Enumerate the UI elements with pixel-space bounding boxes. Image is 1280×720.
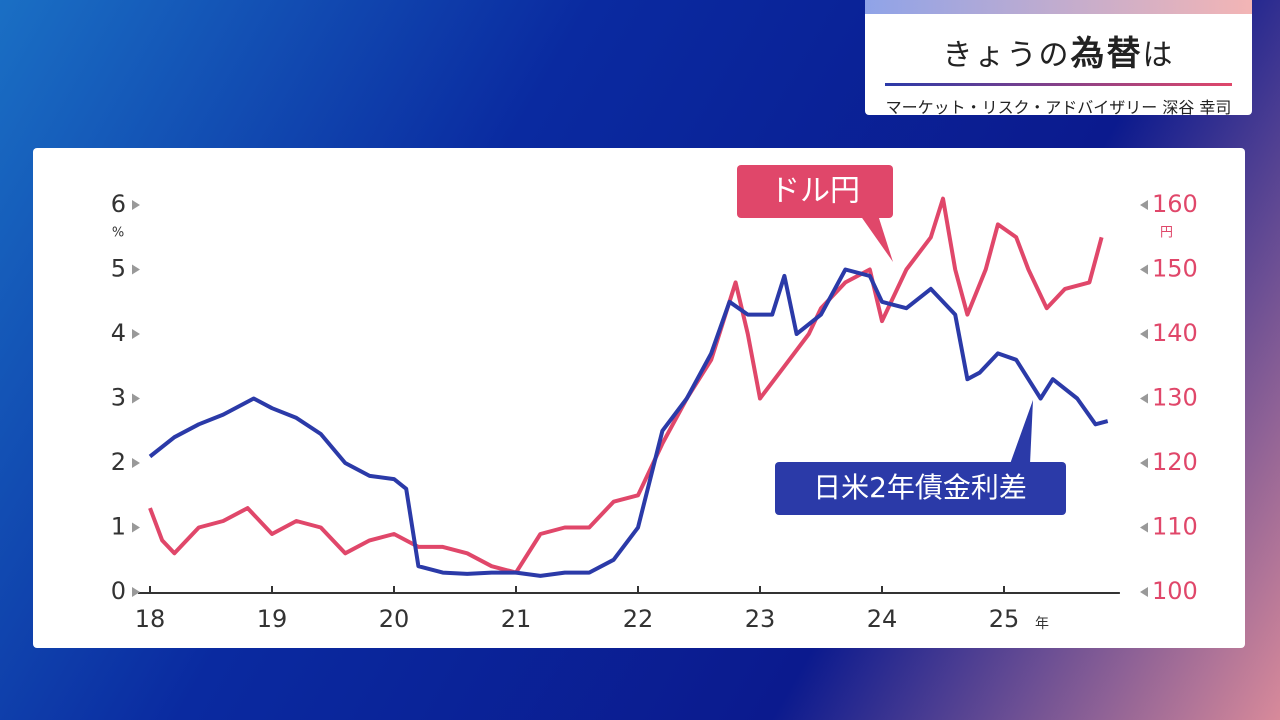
y-tick bbox=[132, 200, 140, 210]
x-tick-label: 24 bbox=[867, 605, 898, 633]
y-tick-label: 1 bbox=[111, 513, 126, 541]
y-tick bbox=[132, 522, 140, 533]
y-unit: % bbox=[112, 226, 124, 241]
y2-tick bbox=[1140, 522, 1148, 533]
x-tick-label: 18 bbox=[135, 605, 166, 633]
x-tick-label: 19 bbox=[257, 605, 288, 633]
y-tick-label: 3 bbox=[111, 384, 126, 412]
y-tick-label: 0 bbox=[111, 577, 126, 605]
legend-box bbox=[737, 165, 893, 218]
header-bar bbox=[865, 0, 1252, 14]
y2-tick bbox=[1140, 329, 1148, 339]
y-tick-label: 5 bbox=[111, 255, 126, 283]
y2-tick-label: 150 bbox=[1152, 255, 1198, 283]
legend-box bbox=[775, 462, 1066, 515]
y2-tick bbox=[1140, 200, 1148, 210]
y2-unit: 円 bbox=[1160, 226, 1173, 241]
y2-tick-label: 140 bbox=[1152, 319, 1198, 347]
series-line bbox=[148, 196, 1104, 575]
y2-tick-label: 160 bbox=[1152, 190, 1198, 218]
title-part: は bbox=[1142, 38, 1175, 73]
y-tick bbox=[132, 458, 140, 468]
y2-tick-label: 100 bbox=[1152, 577, 1198, 605]
x-tick-label: 20 bbox=[379, 605, 410, 633]
y-tick-label: 4 bbox=[111, 319, 126, 347]
title-part: 為替 bbox=[1070, 34, 1143, 74]
y2-tick bbox=[1140, 587, 1148, 597]
y-tick bbox=[132, 264, 140, 275]
series-line bbox=[148, 267, 1109, 578]
header-subtitle: マーケット・リスク・アドバイザリー 深谷 幸司 bbox=[885, 98, 1232, 117]
y-tick bbox=[132, 393, 140, 404]
x-unit: 年 bbox=[1035, 616, 1049, 632]
y-tick-label: 2 bbox=[111, 448, 126, 476]
x-tick-label: 22 bbox=[623, 605, 654, 633]
x-tick-label: 21 bbox=[501, 605, 532, 633]
callout-pointer bbox=[860, 215, 893, 262]
y-tick bbox=[132, 329, 140, 339]
y-tick bbox=[132, 587, 140, 597]
header: きょうの為替は マーケット・リスク・アドバイザリー 深谷 幸司 bbox=[865, 0, 1252, 117]
y2-tick-label: 110 bbox=[1152, 513, 1198, 541]
legend-label: 日米2年債金利差 bbox=[813, 471, 1027, 504]
header-title: きょうの為替は bbox=[865, 26, 1252, 75]
callout-pointer bbox=[1010, 400, 1033, 464]
header-rule bbox=[885, 83, 1232, 86]
y-tick-label: 6 bbox=[111, 190, 126, 218]
x-tick-label: 23 bbox=[745, 605, 776, 633]
y2-tick-label: 130 bbox=[1152, 384, 1198, 412]
legend-label: ドル円 bbox=[770, 174, 860, 209]
y2-tick bbox=[1140, 458, 1148, 468]
title-part: きょうの bbox=[942, 38, 1071, 73]
y2-tick bbox=[1140, 393, 1148, 404]
y2-tick bbox=[1140, 264, 1148, 275]
x-tick-label: 25 bbox=[989, 605, 1020, 633]
y2-tick-label: 120 bbox=[1152, 448, 1198, 476]
